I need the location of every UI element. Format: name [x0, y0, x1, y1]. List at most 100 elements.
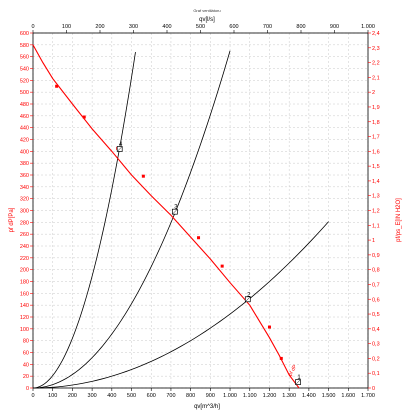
right-tick-label: 0 [372, 386, 375, 392]
bottom-axis-label: qv[m^3/h] [194, 404, 220, 410]
right-tick-label: 0,2 [372, 356, 380, 362]
axes: 0 100 200 300 400 500 600 700 800 900 1.000 1.100 1.… [20, 24, 380, 399]
operating-point-label: 3 [174, 205, 178, 211]
operating-point-cross [172, 209, 178, 215]
left-tick-label: 260 [20, 232, 29, 238]
right-tick-label: 1,5 [372, 164, 380, 170]
bottom-tick-label: 400 [107, 393, 116, 399]
bottom-tick-label: 1.500 [322, 393, 336, 399]
right-tick-label: 0,1 [372, 371, 380, 377]
bottom-tick-label: 1.100 [243, 393, 257, 399]
fan-curve-marker [82, 115, 86, 119]
top-axis-label: qv[l/s] [199, 17, 215, 23]
right-tick-label: 1,1 [372, 223, 380, 229]
right-tick-label: 1,7 [372, 135, 380, 141]
bottom-tick-label: 200 [68, 393, 77, 399]
bottom-tick-label: 1.300 [282, 393, 296, 399]
top-tick-label: 800 [296, 24, 305, 30]
left-tick-label: 320 [20, 197, 29, 203]
right-tick-label: 0,3 [372, 342, 380, 348]
grid [32, 32, 369, 389]
fan-curve-marker [141, 174, 145, 178]
operating-point-cross [295, 379, 301, 385]
top-tick-label: 900 [330, 24, 339, 30]
left-tick-label: 560 [20, 55, 29, 61]
left-tick-label: 300 [20, 209, 29, 215]
right-tick-label: 1,4 [372, 179, 380, 185]
top-tick-label: 500 [196, 24, 205, 30]
right-tick-label: 2,1 [372, 75, 380, 81]
bottom-tick-label: 100 [48, 393, 57, 399]
left-tick-label: 360 [20, 173, 29, 179]
right-tick-label: 1,6 [372, 149, 380, 155]
top-tick-label: 200 [95, 24, 104, 30]
left-tick-label: 40 [23, 362, 29, 368]
operating-point-cross [117, 146, 123, 152]
bottom-tick-label: 1.200 [263, 393, 277, 399]
left-tick-label: 200 [20, 268, 29, 274]
bottom-tick-label: 900 [206, 393, 215, 399]
left-tick-label: 0 [26, 386, 29, 392]
left-tick-label: 520 [20, 78, 29, 84]
left-tick-label: 100 [20, 327, 29, 333]
fan-curve-line [32, 44, 300, 389]
left-tick-label: 380 [20, 161, 29, 167]
chart-title: Graf ventilátoru [193, 8, 220, 13]
left-tick-label: 180 [20, 280, 29, 286]
system-curve [32, 221, 329, 389]
top-tick-label: 100 [62, 24, 71, 30]
system-curve [32, 50, 231, 389]
right-tick-label: 2 [372, 90, 375, 96]
bottom-tick-label: 500 [127, 393, 136, 399]
bottom-tick-label: 300 [88, 393, 97, 399]
left-tick-label: 340 [20, 185, 29, 191]
left-tick-label: 500 [20, 90, 29, 96]
left-tick-label: 160 [20, 291, 29, 297]
left-tick-label: 220 [20, 256, 29, 262]
left-tick-label: 140 [20, 303, 29, 309]
right-axis-label: pf/ps_E[IN H2O] [396, 198, 402, 242]
bottom-tick-label: 700 [166, 393, 175, 399]
right-tick-label: 2,2 [372, 61, 380, 67]
operating-point-label: 2 [247, 292, 251, 298]
fan-curve-label: pf dP [288, 363, 299, 377]
top-tick-label: 0 [31, 24, 34, 30]
system-curves [32, 50, 329, 389]
top-tick-label: 1.000 [361, 24, 375, 30]
fan-curve-marker [279, 356, 283, 360]
left-tick-label: 460 [20, 114, 29, 120]
top-tick-label: 300 [129, 24, 138, 30]
left-tick-label: 600 [20, 31, 29, 37]
right-tick-label: 0,6 [372, 297, 380, 303]
right-tick-label: 2,3 [372, 46, 380, 52]
bottom-tick-label: 1.400 [302, 393, 316, 399]
left-tick-label: 540 [20, 67, 29, 73]
bottom-tick-label: 600 [147, 393, 156, 399]
fan-curve-marker [55, 84, 59, 88]
system-curve [32, 51, 136, 389]
operating-point-label: 1 [297, 375, 301, 381]
right-tick-label: 0,7 [372, 282, 380, 288]
fan-curve-marker [197, 236, 201, 240]
fan-curve-marker [220, 264, 224, 268]
top-tick-label: 400 [162, 24, 171, 30]
right-tick-label: 1 [372, 238, 375, 244]
right-tick-label: 1,8 [372, 120, 380, 126]
bottom-tick-label: 800 [186, 393, 195, 399]
right-tick-label: 0,4 [372, 327, 380, 333]
left-tick-label: 420 [20, 138, 29, 144]
right-tick-label: 1,9 [372, 105, 380, 111]
left-tick-label: 80 [23, 339, 29, 345]
left-tick-label: 440 [20, 126, 29, 132]
right-tick-label: 1,3 [372, 194, 380, 200]
left-tick-label: 240 [20, 244, 29, 250]
top-tick-label: 600 [229, 24, 238, 30]
operating-point-label: 4 [119, 142, 123, 148]
left-tick-label: 580 [20, 43, 29, 49]
left-tick-label: 280 [20, 220, 29, 226]
bottom-tick-label: 1.000 [223, 393, 237, 399]
bottom-tick-label: 0 [31, 393, 34, 399]
